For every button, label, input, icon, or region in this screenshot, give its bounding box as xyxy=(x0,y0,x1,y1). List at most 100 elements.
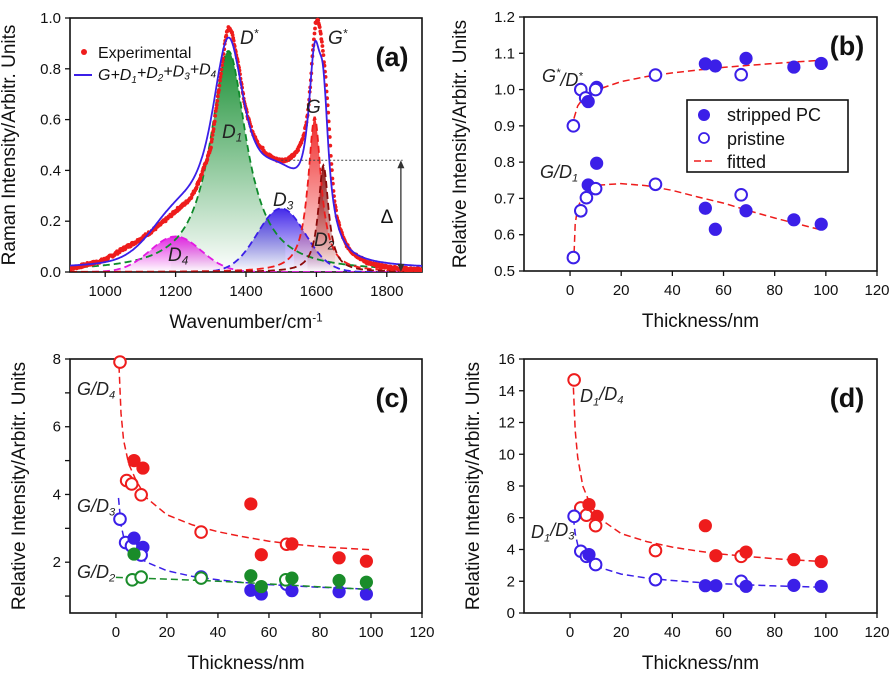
component-D1-curve xyxy=(70,50,422,271)
data-point-stripped xyxy=(590,156,604,170)
peak-label-D1: D1 xyxy=(222,122,242,145)
data-point-stripped xyxy=(708,222,722,236)
data-point-stripped xyxy=(698,519,712,533)
x-axis: 0 20 40 60 80 100 120 xyxy=(566,271,890,299)
y-tick-label: 16 xyxy=(498,351,515,368)
x-tick-label: 1600 xyxy=(300,283,333,300)
data-point-stripped xyxy=(814,217,828,231)
plot-frame xyxy=(523,16,878,272)
y-tick-label: 0.2 xyxy=(40,213,61,230)
legend: stripped PC pristine fitted xyxy=(686,99,849,173)
data-point-pristine xyxy=(134,570,148,584)
component-D2-curve xyxy=(70,163,422,272)
experimental-point xyxy=(230,33,235,37)
peak-label-D4: D4 xyxy=(168,245,189,268)
experimental-point xyxy=(189,195,194,200)
fit-curve xyxy=(572,387,826,563)
component-D4-curve xyxy=(70,235,422,272)
peak-label-G: G xyxy=(306,97,321,118)
experimental-point xyxy=(321,49,325,53)
data-point-stripped xyxy=(708,59,722,73)
experimental-point xyxy=(218,78,222,83)
experimental-point xyxy=(224,33,229,38)
data-point-pristine xyxy=(113,355,127,369)
data-point-stripped xyxy=(787,213,801,227)
x-axis-title: Thickness/nm xyxy=(187,653,304,674)
data-point-stripped xyxy=(136,461,150,475)
y-tick-label: 0.7 xyxy=(494,190,515,207)
x-tick-label: 1000 xyxy=(89,283,122,300)
experimental-point xyxy=(321,53,326,57)
y-tick-label: 2 xyxy=(507,573,515,590)
series-G-D1 xyxy=(566,156,828,265)
y-tick-label: 2 xyxy=(53,554,61,571)
data-point-pristine xyxy=(648,68,663,82)
y-axis-title: Relative Intensity/Arbitr. Units xyxy=(463,362,484,610)
x-tick-label: 1400 xyxy=(229,283,262,300)
experimental-point xyxy=(196,182,201,186)
experimental-point xyxy=(215,94,220,99)
series-label: G/D3 xyxy=(77,496,116,518)
x-axis-title: Thickness/nm xyxy=(642,653,759,674)
data-point-stripped xyxy=(582,497,596,512)
x-tick-label: 0 xyxy=(566,624,574,641)
x-tick-label: 0 xyxy=(112,624,120,641)
x-axis: 0 20 40 60 80 100 120 xyxy=(566,613,890,641)
experimental-point xyxy=(202,165,207,170)
series-Gstar-Dstar xyxy=(566,51,828,133)
peak-label-G-star: G* xyxy=(328,28,348,49)
y-tick-label: 8 xyxy=(507,478,515,495)
panel-label: (d) xyxy=(830,383,864,413)
experimental-point xyxy=(210,137,214,142)
data-point-stripped xyxy=(254,548,268,562)
data-point-stripped xyxy=(787,60,801,74)
y-tick-label: 4 xyxy=(53,486,61,503)
data-point-pristine xyxy=(648,543,663,558)
x-tick-label: 120 xyxy=(864,624,889,641)
x-tick-label: 40 xyxy=(210,624,227,641)
experimental-point xyxy=(210,133,215,137)
data-point-stripped xyxy=(285,571,299,585)
experimental-point xyxy=(217,83,222,88)
peak-label-D-star: D* xyxy=(240,28,259,49)
x-tick-label: 80 xyxy=(766,282,783,299)
data-point-stripped xyxy=(739,545,753,559)
data-point-stripped xyxy=(814,56,828,71)
experimental-point xyxy=(213,113,218,118)
data-point-stripped xyxy=(244,583,258,597)
series-label: D1/D3 xyxy=(531,520,575,544)
arrow-head-up-icon xyxy=(397,160,405,169)
x-tick-label: 100 xyxy=(358,624,383,641)
y-tick-label: 0 xyxy=(507,605,515,622)
x-tick-label: 60 xyxy=(715,624,732,641)
data-point-stripped xyxy=(787,553,801,567)
panel-a-raman-spectrum: 1000 1200 1400 1600 1800 0.0 0.2 0.4 0.6 0.8 1.0 Wa… xyxy=(0,10,423,333)
y-tick-label: 0.8 xyxy=(494,154,515,171)
legend-label: fitted xyxy=(727,152,766,172)
fit-curve xyxy=(118,365,372,551)
experimental-point xyxy=(212,119,217,124)
y-tick-label: 0.6 xyxy=(494,227,515,244)
y-tick-label: 1.0 xyxy=(494,82,515,99)
data-point-pristine xyxy=(566,119,581,133)
x-tick-label: 120 xyxy=(409,624,434,641)
y-tick-label: 6 xyxy=(507,510,515,527)
data-point-stripped xyxy=(698,57,712,71)
x-tick-label: 120 xyxy=(864,282,889,299)
experimental-point xyxy=(217,88,221,92)
legend-box xyxy=(686,99,849,173)
x-axis: 0 20 40 60 80 100 120 xyxy=(112,613,435,641)
y-tick-label: 0.9 xyxy=(494,118,515,135)
panel-c-g-ratios: 0 20 40 60 80 100 120 2 4 6 8 Thickness/nm Relative … xyxy=(9,351,435,674)
experimental-point xyxy=(211,127,216,131)
x-axis-title: Wavenumber/cm-1 xyxy=(169,312,322,333)
y-tick-label: 0.6 xyxy=(40,112,61,129)
x-tick-label: 0 xyxy=(566,282,574,299)
data-point-stripped xyxy=(582,547,596,562)
experimental-point xyxy=(213,109,218,113)
y-tick-label: 4 xyxy=(507,542,515,559)
experimental-point xyxy=(214,103,219,107)
x-tick-label: 20 xyxy=(613,282,630,299)
experimental-point xyxy=(320,39,324,44)
